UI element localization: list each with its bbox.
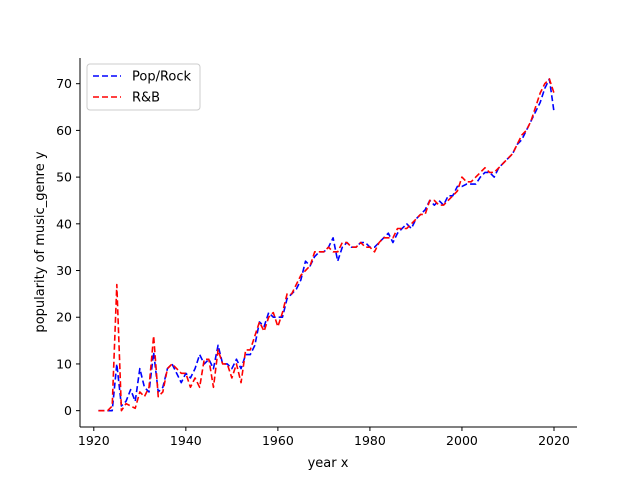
y-tick-label: 30 — [56, 263, 72, 278]
x-axis-label: year x — [308, 456, 349, 471]
y-tick-label: 50 — [56, 170, 72, 185]
y-tick-label: 70 — [56, 76, 72, 91]
y-tick-label: 60 — [56, 123, 72, 138]
x-ticks: 1920 1940 1960 1980 2000 2020 — [78, 427, 570, 448]
x-tick-label: 1980 — [354, 433, 386, 448]
legend-label-pop-rock: Pop/Rock — [132, 70, 192, 85]
axes — [79, 58, 577, 428]
y-tick-label: 40 — [56, 216, 72, 231]
y-tick-label: 20 — [56, 310, 72, 325]
y-axis-label: popularity of music_genre y — [33, 151, 48, 332]
x-tick-label: 1920 — [78, 433, 110, 448]
y-tick-label: 10 — [56, 356, 72, 371]
y-tick-label: 0 — [64, 403, 72, 418]
y-ticks: 0 10 20 30 40 50 60 70 — [56, 76, 80, 418]
legend-label-rnb: R&B — [132, 91, 160, 106]
series-layer — [98, 78, 555, 412]
legend: Pop/Rock R&B — [86, 63, 201, 111]
x-tick-label: 2020 — [538, 433, 570, 448]
x-tick-label: 2000 — [446, 433, 478, 448]
series-line-pop-rock — [98, 78, 555, 412]
series-line-r-b — [98, 78, 555, 412]
x-tick-label: 1940 — [170, 433, 202, 448]
x-tick-label: 1960 — [262, 433, 294, 448]
